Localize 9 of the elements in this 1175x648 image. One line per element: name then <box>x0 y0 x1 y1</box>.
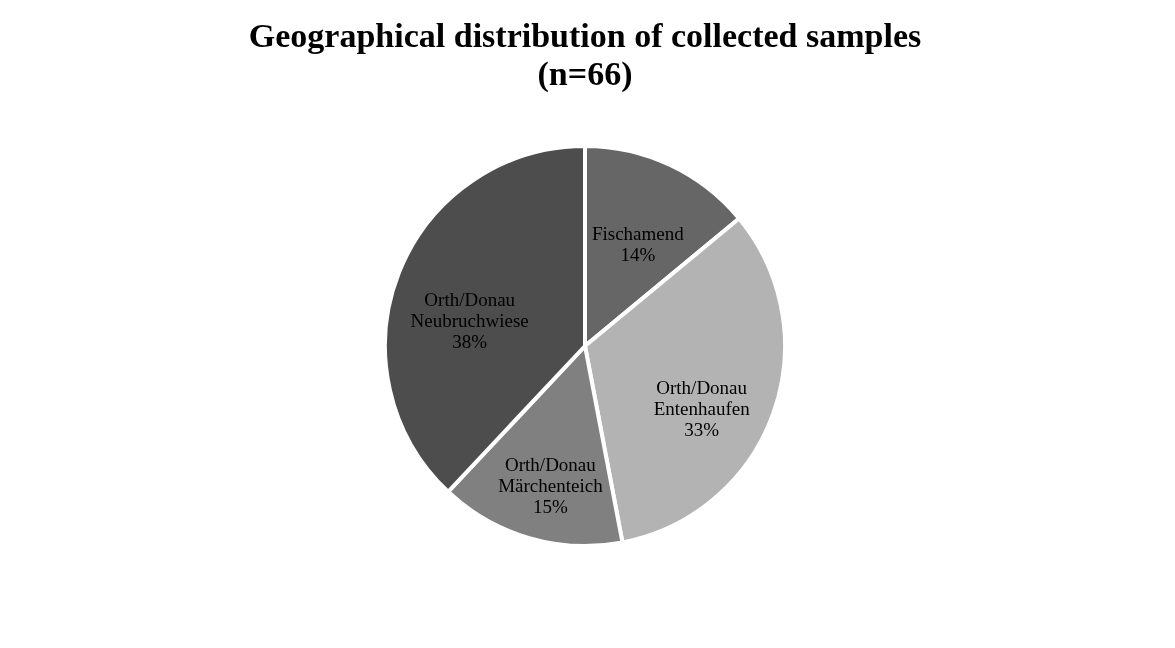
slice-label: Orth/Donau Neubruchwiese <box>410 289 529 332</box>
slice-label: Orth/Donau Entenhaufen <box>653 377 751 419</box>
chart-title: Geographical distribution of collected samples (n=66) <box>248 17 922 93</box>
data-label: 14% <box>620 243 656 265</box>
slice-label: Fischamend <box>591 222 685 244</box>
data-label: 15% <box>532 496 568 518</box>
slice-label: Orth/Donau Märchenteich <box>498 454 604 497</box>
data-label: 33% <box>684 419 720 440</box>
data-label: 38% <box>452 331 488 353</box>
